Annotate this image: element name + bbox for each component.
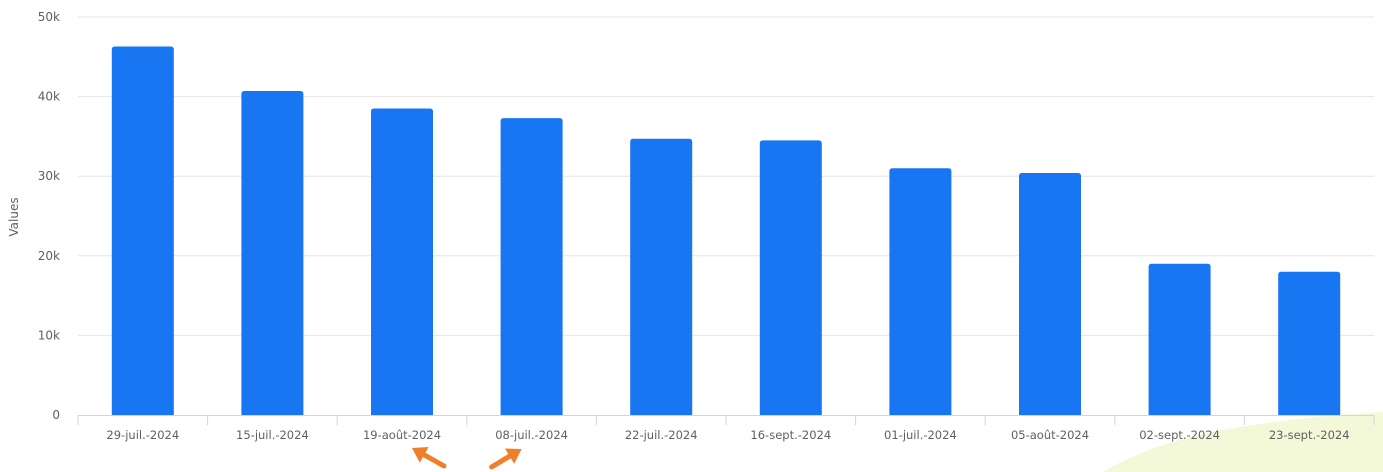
bar[interactable] [1019, 173, 1081, 415]
x-tick-label: 05-août-2024 [1011, 428, 1089, 442]
tick-labels: 0 10k 20k 30k 40k 50k 29-juil.-2024 15-juil.-20… [38, 10, 1350, 442]
bar[interactable] [759, 140, 822, 415]
x-tick-label: 01-juil.-2024 [884, 428, 957, 442]
x-tick-label: 08-juil.-2024 [495, 428, 568, 442]
x-tick-label: 22-juil.-2024 [625, 428, 698, 442]
y-tick-label: 50k [38, 10, 60, 24]
annotations [412, 447, 522, 470]
bar[interactable] [889, 168, 952, 415]
bar[interactable] [630, 138, 693, 415]
x-tick-label: 19-août-2024 [363, 428, 441, 442]
y-tick-label: 0 [52, 408, 60, 422]
x-tick-label: 29-juil.-2024 [106, 428, 179, 442]
y-tick-label: 20k [38, 249, 60, 263]
annotation-arrow [489, 448, 522, 470]
bar[interactable] [241, 91, 304, 415]
x-tick-label: 15-juil.-2024 [236, 428, 309, 442]
bar[interactable] [111, 46, 174, 416]
bar[interactable] [500, 118, 563, 415]
bar[interactable] [1278, 271, 1341, 415]
y-tick-label: 10k [38, 328, 60, 342]
y-axis-title: Values [7, 197, 21, 236]
bar[interactable] [1148, 263, 1211, 415]
annotation-arrow [412, 447, 447, 469]
x-tick-label: 23-sept.-2024 [1269, 428, 1350, 442]
axes [77, 415, 1375, 425]
bars [111, 46, 1341, 416]
x-tick-label: 02-sept.-2024 [1139, 428, 1220, 442]
y-tick-label: 30k [38, 169, 60, 183]
x-tick-label: 16-sept.-2024 [750, 428, 831, 442]
background-decoration [1103, 412, 1383, 472]
y-tick-label: 40k [38, 90, 60, 104]
bar[interactable] [371, 108, 433, 415]
